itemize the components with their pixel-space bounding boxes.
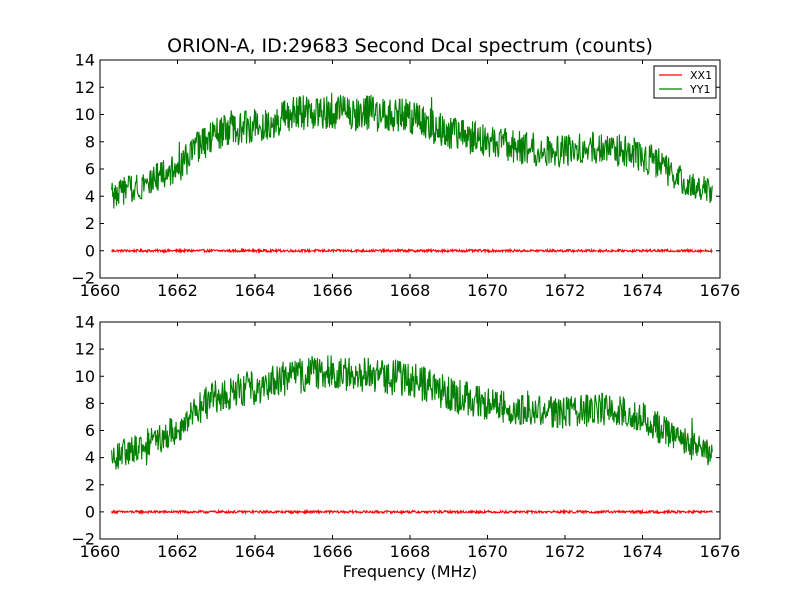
y-tick-label: 0: [85, 502, 95, 521]
legend-label-yy1: YY1: [689, 83, 710, 96]
chart-title: ORION-A, ID:29683 Second Dcal spectrum (…: [167, 35, 653, 57]
plot-frame: [99, 59, 721, 279]
y-tick-label: 12: [75, 78, 95, 97]
x-tick-label: 1666: [312, 542, 353, 561]
x-tick-label: 1668: [390, 281, 431, 300]
series-line-yy1: [111, 92, 713, 209]
x-tick-label: 1672: [545, 542, 586, 561]
x-tick-label: 1664: [235, 281, 276, 300]
y-tick-label: 6: [85, 160, 95, 179]
y-tick-label: 8: [85, 394, 95, 413]
x-tick-label: 1670: [467, 281, 508, 300]
y-tick-label: −2: [71, 530, 95, 549]
y-tick-label: 2: [85, 475, 95, 494]
panel-bottom: 1660 1662 1664 1666 1668 1670 1672 1674 1676 −2 0 2…: [71, 313, 740, 562]
x-axis-label: Frequency (MHz): [343, 562, 477, 581]
series-line-xx1: [111, 247, 713, 255]
x-tick-label: 1670: [467, 542, 508, 561]
y-tick-label: −2: [71, 269, 95, 288]
y-tick-label: 4: [85, 448, 95, 467]
y-tick-label: 10: [75, 105, 95, 124]
series-line-xx1: [111, 508, 713, 516]
x-tick-label: 1662: [157, 542, 198, 561]
y-tick-label: 0: [85, 241, 95, 260]
x-tick-label: 1674: [622, 542, 663, 561]
x-tick-label: 1666: [312, 281, 353, 300]
y-tick-label: 14: [75, 313, 95, 332]
y-tick-label: 2: [85, 214, 95, 233]
x-tick-label: 1676: [700, 542, 741, 561]
x-tick-label: 1664: [235, 542, 276, 561]
y-tick-label: 10: [75, 367, 95, 386]
y-tick-label: 12: [75, 340, 95, 359]
plot-frame: [99, 321, 721, 540]
y-tick-label: 6: [85, 421, 95, 440]
x-tick-label: 1662: [157, 281, 198, 300]
y-tick-label: 8: [85, 132, 95, 151]
x-tick-label: 1660: [80, 281, 121, 300]
legend-box: [653, 65, 717, 99]
panel-top: 1660 1662 1664 1666 1668 1670 1672 1674 1676 −2 0 2…: [71, 51, 740, 301]
legend-label-xx1: XX1: [690, 69, 712, 82]
x-tick-label: 1672: [545, 281, 586, 300]
y-tick-label: 14: [75, 51, 95, 70]
x-tick-label: 1660: [80, 542, 121, 561]
x-tick-label: 1674: [622, 281, 663, 300]
x-tick-label: 1676: [700, 281, 741, 300]
x-tick-label: 1668: [390, 542, 431, 561]
series-line-yy1: [111, 355, 713, 470]
y-tick-label: 4: [85, 187, 95, 206]
